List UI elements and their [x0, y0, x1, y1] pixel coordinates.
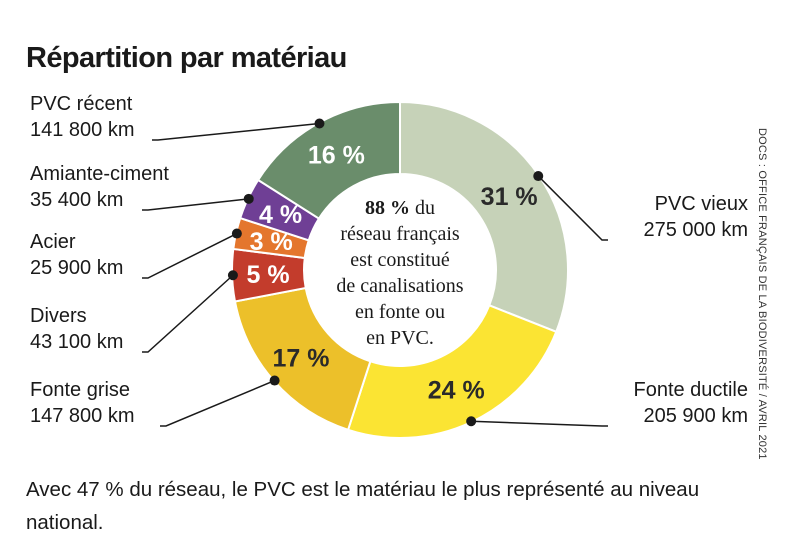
slice-label-name: Fonte ductile — [633, 379, 748, 401]
percent-label: 24 % — [428, 376, 485, 404]
center-strong: 88 % — [365, 197, 410, 219]
slice-label-name: Amiante-ciment — [30, 163, 169, 185]
leader-dot — [269, 375, 280, 386]
center-line-1: 88 % du — [365, 197, 435, 219]
slice-label-name: PVC vieux — [655, 193, 748, 215]
slice-labels: PVC vieux 275 000 km Fonte ductile 205 900 … — [30, 93, 748, 427]
leader-line — [471, 420, 608, 427]
leader-line — [537, 175, 608, 241]
center-line-2: réseau français — [340, 223, 460, 245]
leader-dot — [466, 416, 477, 427]
leader-dot — [314, 118, 325, 129]
percent-label: 4 % — [259, 201, 302, 229]
leader-dot — [243, 193, 254, 204]
leader-dot — [533, 171, 544, 182]
center-line-5: en fonte ou — [355, 301, 445, 323]
leader-line — [142, 232, 238, 279]
donut-hole — [305, 175, 495, 365]
leader-line — [160, 379, 275, 427]
percent-label: 17 % — [272, 344, 329, 372]
slice-label-value: 43 100 km — [30, 331, 123, 353]
slice-pvc-vieux — [399, 100, 569, 334]
slice-label-name: Acier — [30, 231, 76, 253]
slice-label-name: Divers — [30, 305, 87, 327]
percent-label: 16 % — [308, 141, 365, 169]
center-line-4: de canalisations — [336, 275, 463, 297]
slice-fonte-ductile — [346, 304, 558, 439]
slice-label-value: 35 400 km — [30, 189, 123, 211]
source-credit: DOCS : OFFICE FRANÇAIS DE LA BIODIVERSIT… — [756, 128, 768, 460]
percent-label: 31 % — [481, 183, 538, 211]
percent-label: 3 % — [250, 228, 293, 256]
slice-label-value: 147 800 km — [30, 405, 135, 427]
caption: Avec 47 % du réseau, le PVC est le matér… — [26, 478, 700, 534]
leader-dot — [227, 270, 238, 281]
center-line-3: est constitué — [350, 249, 450, 271]
slice-label-name: Fonte grise — [30, 379, 130, 401]
slice-label-value: 141 800 km — [30, 119, 135, 141]
leader-dot — [231, 228, 242, 239]
slice-label-value: 275 000 km — [643, 219, 748, 241]
percent-label: 5 % — [247, 261, 290, 289]
slice-pvc-r-cent — [256, 100, 401, 220]
center-line-6: en PVC. — [366, 327, 434, 349]
percent-labels: 31 % 24 % 17 % 5 % 3 %4 % 16 % — [247, 141, 538, 404]
donut-slices — [231, 100, 569, 439]
center-text: 88 % du réseau français est constitué de… — [336, 197, 463, 349]
leader-line — [142, 274, 234, 353]
slice-label-name: PVC récent — [30, 93, 133, 115]
leader-line — [152, 122, 320, 141]
leader-line — [142, 198, 249, 211]
leader-lines — [142, 118, 608, 427]
chart-title: Répartition par matériau — [26, 42, 347, 74]
slice-label-value: 205 900 km — [643, 405, 748, 427]
slice-label-value: 25 900 km — [30, 257, 123, 279]
